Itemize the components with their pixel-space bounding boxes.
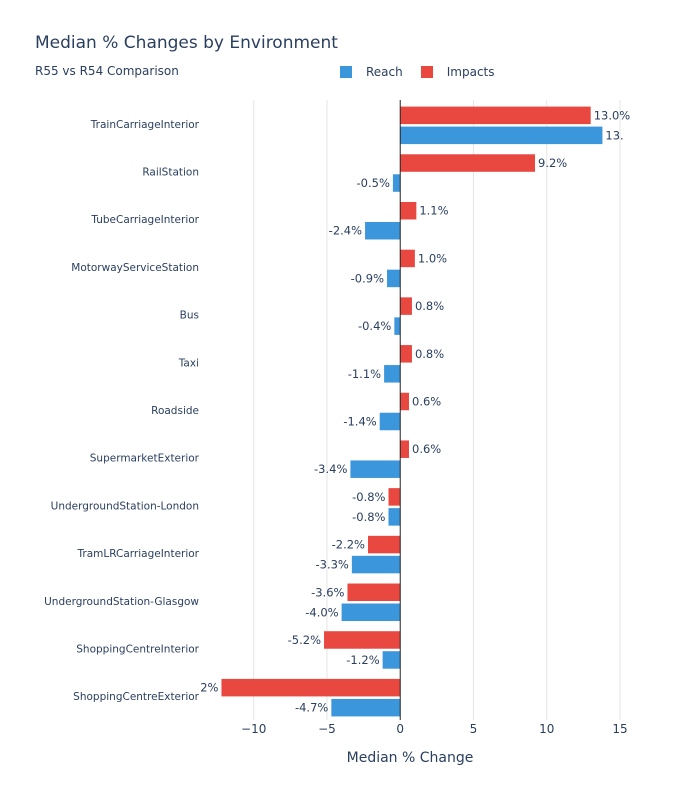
impacts-bar [400,249,415,268]
legend-swatch-impacts [420,66,433,78]
data-labels: 13.0% 13. 9.2% -0.5% 1.1% -2.4% 1.0% -0.9% 0.8% -… [200,108,630,714]
impacts-data-label: 2% [200,681,218,695]
impacts-bar [400,297,412,315]
impacts-bar [347,583,401,602]
impacts-data-label: 0.8% [415,347,444,361]
reach-bar [392,174,401,192]
grid-lines [253,100,621,720]
x-tick-label: 0 [396,722,404,736]
reach-data-label: -1.4% [343,415,376,429]
chart-title: Median % Changes by Environment [35,33,338,53]
category-label: TrainCarriageInterior [90,119,200,131]
impacts-data-label: 0.6% [412,442,441,456]
category-label: TubeCarriageInterior [90,214,199,226]
impacts-data-label: -0.8% [352,490,385,504]
impacts-bar [400,392,410,411]
category-label: Bus [180,310,199,322]
impacts-bar [400,201,417,220]
impacts-bar [400,154,536,172]
x-tick-label: 15 [612,722,627,736]
reach-bar [365,221,401,240]
reach-bar [331,698,401,717]
x-tick-labels: −10 −5 0 5 10 15 [241,722,628,736]
category-label: ShoppingCentreInterior [76,643,199,655]
impacts-bar [221,678,401,697]
x-tick-label: −10 [241,722,266,736]
reach-data-label: -4.0% [305,605,338,619]
impacts-bar [400,345,412,363]
impacts-bar [388,488,401,506]
category-label: ShoppingCentreExterior [73,691,200,703]
impacts-data-label: -3.6% [311,585,344,599]
reach-data-label: -3.4% [314,462,347,476]
reach-data-label: -0.5% [357,176,390,190]
category-label: UndergroundStation-Glasgow [44,596,199,608]
legend-item-impacts[interactable]: Impacts [420,65,495,79]
reach-data-label: -1.1% [348,367,381,381]
category-label: SupermarketExterior [90,453,200,465]
reach-data-label: -1.2% [346,653,379,667]
reach-bar [341,603,401,622]
category-label: TramLRCarriageInterior [77,548,200,560]
reach-data-label: -4.7% [295,701,328,715]
category-label: UndergroundStation-London [51,500,199,512]
impacts-bar [367,535,401,554]
x-axis-title: Median % Change [347,750,474,766]
reach-data-label: 13. [605,128,623,142]
impacts-data-label: 1.0% [418,251,447,265]
reach-bar [388,508,401,526]
impacts-bar [324,631,401,649]
x-tick-label: 10 [539,722,554,736]
reach-bar [384,365,401,383]
impacts-data-label: 0.8% [415,299,444,313]
impacts-data-label: -5.2% [288,633,321,647]
impacts-data-label: 0.6% [412,395,441,409]
category-label: Roadside [151,405,199,417]
impacts-data-label: -2.2% [332,538,365,552]
category-labels: TrainCarriageInterior RailStation TubeCarr… [44,119,200,703]
category-label: MotorwayServiceStation [71,262,199,274]
reach-data-label: -0.4% [358,319,391,333]
category-label: RailStation [142,167,199,179]
legend-item-reach[interactable]: Reach [340,65,403,79]
reach-data-label: -0.8% [352,510,385,524]
reach-bar [351,555,401,574]
chart-subtitle: R55 vs R54 Comparison [35,64,179,78]
impacts-data-label: 13.0% [594,108,631,122]
impacts-bar [400,106,591,125]
reach-bar [394,317,401,335]
category-label: Taxi [178,357,199,369]
reach-bar [400,126,603,145]
bars [221,106,603,717]
reach-data-label: -2.4% [329,224,362,238]
impacts-bar [400,440,410,458]
impacts-data-label: 1.1% [419,204,448,218]
reach-bar [350,460,401,478]
reach-bar [382,651,401,669]
reach-data-label: -3.3% [315,558,348,572]
legend-swatch-reach [340,66,352,78]
reach-data-label: -0.9% [351,271,384,285]
legend[interactable]: Reach Impacts [340,65,513,79]
reach-bar [387,269,401,288]
legend-label-impacts: Impacts [446,65,495,79]
x-tick-label: 5 [470,722,478,736]
x-tick-label: −5 [318,722,336,736]
reach-bar [379,412,401,431]
legend-label-reach: Reach [366,65,403,79]
impacts-data-label: 9.2% [538,156,567,170]
